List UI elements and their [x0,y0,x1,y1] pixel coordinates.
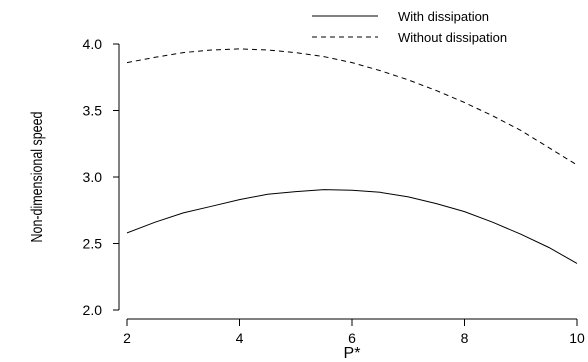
legend: With dissipation Without dissipation [312,9,507,45]
plot-series [126,48,578,264]
x-axis: 2 4 6 8 10 [123,318,585,346]
legend-label-with-dissipation: With dissipation [398,9,489,24]
x-tick-label: 2 [123,330,131,346]
x-tick-label: 6 [348,330,356,346]
y-tick-label: 2.0 [83,302,103,318]
x-ticks: 2 4 6 8 10 [123,319,585,346]
x-tick-label: 10 [569,330,585,346]
y-axis-label: Non-dimensional speed [29,112,47,243]
series-line-with-dissipation [126,189,578,264]
y-tick-label: 3.0 [83,169,103,185]
y-axis: 2.0 2.5 3.0 3.5 4.0 [83,36,120,318]
x-axis-label: P* [344,345,361,362]
y-tick-label: 4.0 [83,36,103,52]
y-tick-label: 2.5 [83,236,103,252]
y-ticks: 2.0 2.5 3.0 3.5 4.0 [83,36,119,318]
x-tick-label: 8 [461,330,469,346]
x-tick-label: 4 [236,330,244,346]
series-line-without-dissipation [126,48,578,166]
legend-label-without-dissipation: Without dissipation [398,30,507,45]
y-tick-label: 3.5 [83,103,103,119]
